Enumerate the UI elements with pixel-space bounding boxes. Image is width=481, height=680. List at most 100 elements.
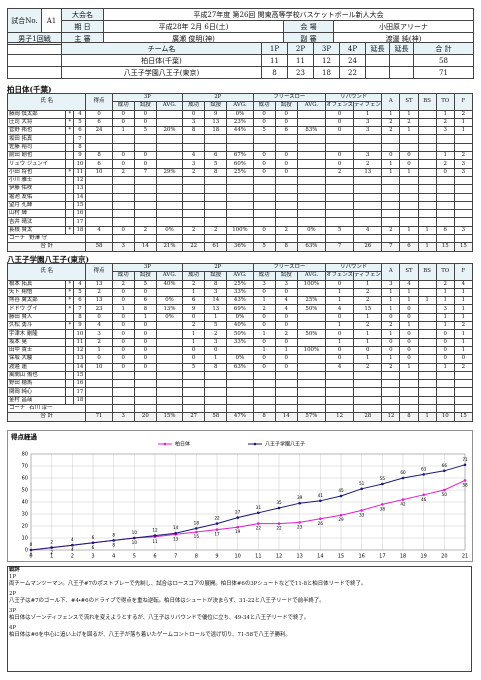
stat-cell: 6 — [182, 296, 206, 306]
stat-cell: 2 — [182, 225, 206, 236]
stat-cell — [226, 134, 254, 144]
player-name: 矢ト 翔悟 — [6, 287, 67, 298]
stat-cell — [324, 387, 355, 397]
stat-cell — [417, 167, 437, 177]
player-name: 伊藤 佑咲 — [6, 184, 67, 194]
venue-label: 会 場 — [283, 20, 334, 33]
stat-cell: 2 — [204, 329, 228, 339]
series-line — [30, 464, 466, 551]
stat-cell — [296, 167, 326, 177]
data-label: 50 — [442, 492, 448, 497]
total-row: 合 計 58 3 14 21% 22 61 36% 5 8 63% 7 26 7 6 1 15 15 — [6, 242, 474, 252]
total-label: 合 計 — [6, 242, 87, 252]
stat-cell — [435, 184, 455, 194]
stat-cell — [417, 142, 437, 153]
data-label: 17 — [214, 532, 220, 537]
stat-cell — [274, 387, 298, 397]
stat-cell: 0 — [133, 345, 157, 356]
stat-cell — [324, 209, 355, 219]
stat-cell: 10 — [73, 159, 87, 169]
stat-cell: 2 — [453, 362, 474, 372]
stat-cell — [353, 387, 383, 397]
stat-cell: 8 — [204, 167, 228, 177]
header: AVG. — [226, 271, 254, 281]
stat-cell — [353, 175, 383, 186]
player-row: 田中 貴士 12 1 0 0 0 0 1 1 100% 0 0 0 0 0 1 — [6, 345, 474, 356]
team-title: 柏日体(千葉) — [7, 85, 52, 94]
data-label: 18 — [194, 520, 200, 525]
stat-cell — [353, 184, 383, 194]
x-tick-label: 11 — [255, 554, 261, 560]
x-tick-label: 18 — [400, 554, 406, 560]
stat-cell: 0 — [111, 329, 135, 339]
player-row: 藤田 賢人 8 0 0 1 0% 0 1 0% 0 0 0 1 0 0 1 1 — [6, 312, 474, 323]
stat-cell — [65, 329, 75, 339]
stat-cell — [226, 184, 254, 194]
stat-cell: 2 — [111, 167, 135, 177]
stat-cell: 1 — [453, 117, 474, 128]
stat-cell — [182, 184, 206, 194]
stat-cell: 2 — [85, 337, 113, 347]
stat-cell: 14 — [204, 296, 228, 306]
stat-cell: 4 — [453, 279, 474, 289]
stat-cell: 1 — [252, 296, 276, 306]
header: フリースロー — [252, 92, 326, 103]
stat-cell — [453, 387, 474, 397]
header: 試投 — [274, 271, 298, 281]
data-label: 55 — [380, 476, 386, 481]
stat-cell — [324, 184, 355, 194]
stat-cell — [417, 337, 437, 347]
stat-cell: 0 — [274, 354, 298, 364]
player-row: 保坂 大駿 13 0 0 0 0 1 0% 0 0 0 1 1 0 0 0 — [6, 354, 474, 364]
stat-cell — [65, 312, 75, 323]
stat-cell: 0 — [133, 329, 157, 339]
event-label: 大会名 — [61, 8, 104, 21]
stat-cell — [111, 395, 135, 406]
stat-cell: 0 — [324, 109, 355, 119]
total-cell: 36% — [226, 242, 254, 252]
player-name: 坂本 晃 — [6, 337, 67, 347]
stat-cell: 0 — [274, 167, 298, 177]
stat-cell — [453, 395, 474, 406]
stat-cell: 0 — [399, 329, 419, 339]
blank-cell — [155, 234, 184, 244]
stat-cell — [399, 209, 419, 219]
stat-cell: 0 — [133, 321, 157, 331]
stat-cell: 0 — [274, 321, 298, 331]
stat-cell: 13 — [73, 184, 87, 194]
stat-cell: 1 — [133, 312, 157, 323]
stat-cell — [381, 134, 401, 144]
stat-cell: 18 — [73, 225, 87, 236]
stat-cell: 16 — [73, 379, 87, 389]
stat-cell — [226, 345, 254, 356]
period-score: 11 — [261, 54, 288, 67]
stat-cell — [65, 142, 75, 153]
stat-cell — [435, 379, 455, 389]
stat-cell — [381, 379, 401, 389]
data-point — [339, 513, 343, 517]
stat-cell: 2 — [274, 329, 298, 339]
stat-cell: 0% — [155, 296, 184, 306]
y-tick-label: 80 — [22, 452, 28, 458]
stat-cell: 0 — [111, 296, 135, 306]
stat-cell — [155, 395, 184, 406]
team-stats: 氏 名得点 3P 2P フリースロー リバウンド A ST BS TO F 成功 試投 AVG. 成功 試投… — [6, 92, 474, 252]
stat-cell — [133, 142, 157, 153]
stat-cell: 0 — [111, 362, 135, 372]
stat-cell — [435, 192, 455, 202]
header: 成功 — [182, 101, 206, 111]
stat-cell: 3 — [274, 279, 298, 289]
stat-cell — [155, 159, 184, 169]
blank-cell — [453, 404, 474, 414]
stat-cell — [417, 126, 437, 136]
stat-cell: 1 — [111, 304, 135, 314]
stat-cell — [226, 387, 254, 397]
blank-cell — [252, 404, 276, 414]
stat-cell: 2 — [353, 362, 383, 372]
stat-cell: 15 — [353, 304, 383, 314]
stat-cell: 5 — [73, 117, 87, 128]
stat-cell: 1 — [324, 296, 355, 306]
header: オフェンス — [324, 271, 355, 281]
player-row: 矢ト 翔悟 * 5 2 0 0 1 3 33% 0 0 1 2 1 1 1 1 — [6, 287, 474, 298]
stat-cell: 6 — [274, 126, 298, 136]
